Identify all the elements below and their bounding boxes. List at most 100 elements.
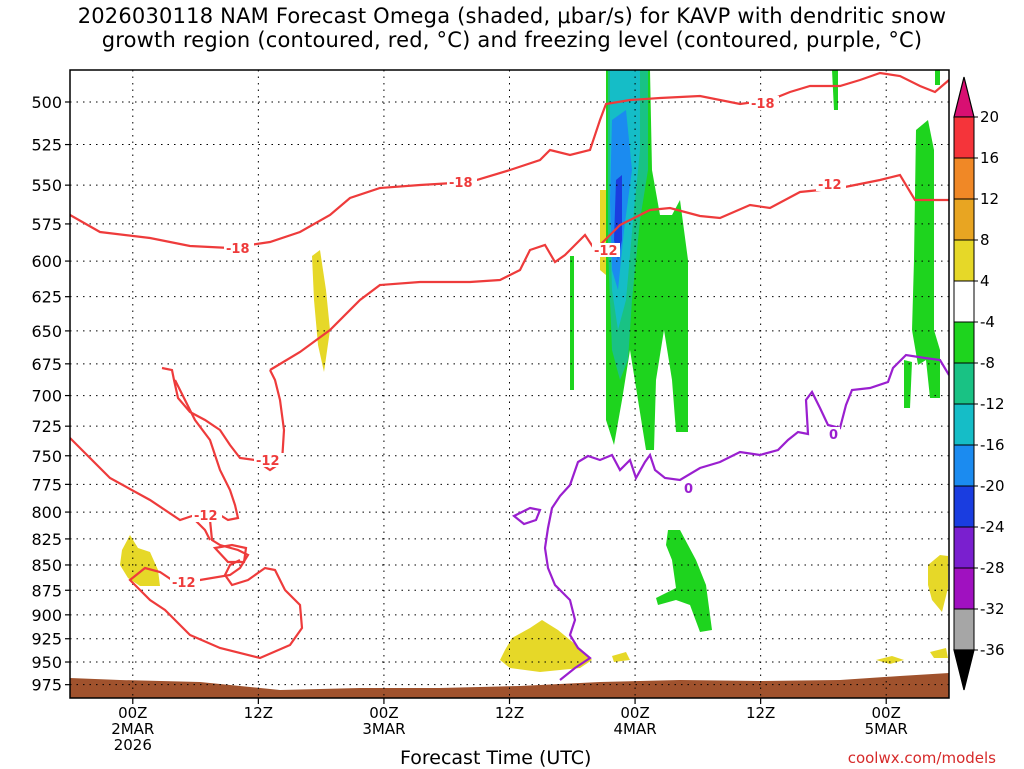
colorbar-label: 8 bbox=[980, 231, 990, 249]
colorbar-label: -32 bbox=[980, 600, 1005, 618]
y-axis: 500 525 550 575 600 625 650 675 700 725 750 775 800 8… bbox=[31, 93, 70, 695]
contour-dendritic-12-upper bbox=[269, 173, 949, 371]
x-tick-label: 00Z bbox=[620, 704, 649, 722]
contour-dendritic-12-lower bbox=[70, 437, 304, 660]
y-tick-label: 550 bbox=[31, 176, 62, 195]
contour-label-dendritic-2: -18 bbox=[449, 176, 473, 191]
omega-region-green-right-2 bbox=[904, 360, 912, 408]
colorbar-label: 12 bbox=[980, 190, 999, 208]
y-tick-label: 975 bbox=[31, 676, 62, 695]
colorbar-label: -8 bbox=[980, 354, 995, 372]
colorbar-label: -24 bbox=[980, 518, 1005, 536]
colorbar-band bbox=[953, 403, 975, 446]
colorbar-band bbox=[953, 567, 975, 610]
y-tick-label: 625 bbox=[31, 288, 62, 307]
y-tick-label: 825 bbox=[31, 530, 62, 549]
omega-region-yellow-1 bbox=[312, 250, 330, 372]
omega-region-yellow-6 bbox=[928, 555, 948, 612]
y-tick-label: 700 bbox=[31, 387, 62, 406]
colorbar-label: 20 bbox=[980, 108, 999, 126]
y-tick-label: 675 bbox=[31, 355, 62, 374]
colorbar-band bbox=[953, 321, 975, 364]
colorbar-label: -36 bbox=[980, 641, 1005, 659]
colorbar-top-arrow bbox=[953, 76, 975, 118]
contour-freezing-0 bbox=[543, 353, 949, 681]
omega-region-yellow-4 bbox=[500, 620, 592, 672]
omega-region-yellow-7 bbox=[876, 656, 904, 664]
contour-label-dendritic-8: -12 bbox=[172, 576, 196, 591]
x-axis-label: Forecast Time (UTC) bbox=[400, 747, 592, 769]
contour-label-freezing-2: 0 bbox=[829, 428, 838, 443]
colorbar-label: -4 bbox=[980, 313, 995, 331]
omega-region-green-low bbox=[656, 530, 712, 632]
omega-shading bbox=[70, 70, 949, 698]
colorbar-label: 4 bbox=[980, 272, 990, 290]
omega-region-green-right bbox=[912, 120, 940, 398]
credit-text: coolwx.com/models bbox=[847, 749, 996, 767]
omega-region-yellow-2 bbox=[600, 190, 606, 275]
y-tick-label: 500 bbox=[31, 93, 62, 112]
title-line-2: growth region (contoured, red, °C) and f… bbox=[101, 28, 923, 52]
colorbar: 20 16 12 8 4 -4 -8 -12 -16 -20 -24 -28 -32 -36 bbox=[953, 76, 1005, 691]
title-line-1: 2026030118 NAM Forecast Omega (shaded, μ… bbox=[77, 4, 947, 28]
chart-title: 2026030118 NAM Forecast Omega (shaded, μ… bbox=[0, 4, 1024, 52]
grid-lines bbox=[70, 70, 949, 698]
y-tick-label: 750 bbox=[31, 447, 62, 466]
colorbar-label: -12 bbox=[980, 395, 1005, 413]
colorbar-bottom-arrow bbox=[953, 649, 975, 691]
contour-label-freezing-1: 0 bbox=[684, 482, 693, 497]
omega-region-green-top bbox=[832, 70, 838, 110]
colorbar-label: -28 bbox=[980, 559, 1005, 577]
contour-label-dendritic-6: -12 bbox=[256, 454, 280, 469]
colorbar-label: -20 bbox=[980, 477, 1005, 495]
x-tick-label: 2026 bbox=[114, 736, 152, 754]
x-tick-label: 12Z bbox=[495, 704, 524, 722]
contour-lines bbox=[70, 71, 949, 681]
colorbar-band bbox=[953, 444, 975, 487]
contour-dendritic-12-left bbox=[161, 366, 286, 472]
colorbar-label: 16 bbox=[980, 149, 999, 167]
colorbar-band bbox=[953, 116, 975, 159]
y-tick-label: 525 bbox=[31, 136, 62, 155]
x-tick-label: 00Z bbox=[369, 704, 398, 722]
x-tick-label: 5MAR bbox=[865, 720, 908, 738]
y-tick-label: 725 bbox=[31, 417, 62, 436]
omega-region-green-left bbox=[570, 256, 574, 390]
colorbar-band bbox=[953, 239, 975, 282]
colorbar-band bbox=[953, 280, 975, 323]
y-tick-label: 800 bbox=[31, 503, 62, 522]
y-tick-label: 925 bbox=[31, 630, 62, 649]
terrain-fill bbox=[70, 673, 949, 698]
colorbar-band bbox=[953, 526, 975, 569]
contour-label-dendritic-5: -12 bbox=[594, 244, 618, 259]
x-tick-label: 2MAR bbox=[111, 720, 154, 738]
y-tick-label: 950 bbox=[31, 653, 62, 672]
x-tick-label: 00Z bbox=[118, 704, 147, 722]
contour-dendritic-18-upper bbox=[70, 71, 949, 250]
x-tick-label: 00Z bbox=[872, 704, 901, 722]
x-tick-label: 3MAR bbox=[362, 720, 405, 738]
contour-label-dendritic-4: -12 bbox=[818, 178, 842, 193]
x-tick-label: 4MAR bbox=[613, 720, 656, 738]
contour-label-dendritic-7: -12 bbox=[194, 509, 218, 524]
y-tick-label: 775 bbox=[31, 475, 62, 494]
colorbar-band bbox=[953, 198, 975, 241]
y-tick-label: 875 bbox=[31, 581, 62, 600]
y-tick-label: 650 bbox=[31, 322, 62, 341]
colorbar-band bbox=[953, 608, 975, 651]
omega-region-yellow-8 bbox=[930, 648, 948, 658]
omega-region-yellow-5 bbox=[612, 652, 630, 662]
x-tick-label: 12Z bbox=[244, 704, 273, 722]
omega-region-green-top-2 bbox=[935, 70, 940, 85]
contour-dendritic-12-loop bbox=[212, 543, 248, 564]
y-tick-label: 600 bbox=[31, 252, 62, 271]
colorbar-band bbox=[953, 485, 975, 528]
y-tick-label: 900 bbox=[31, 606, 62, 625]
colorbar-label: -16 bbox=[980, 436, 1005, 454]
y-tick-label: 575 bbox=[31, 215, 62, 234]
contour-freezing-0-loop bbox=[511, 506, 542, 526]
y-tick-label: 850 bbox=[31, 556, 62, 575]
contour-label-dendritic-1: -18 bbox=[226, 242, 250, 257]
